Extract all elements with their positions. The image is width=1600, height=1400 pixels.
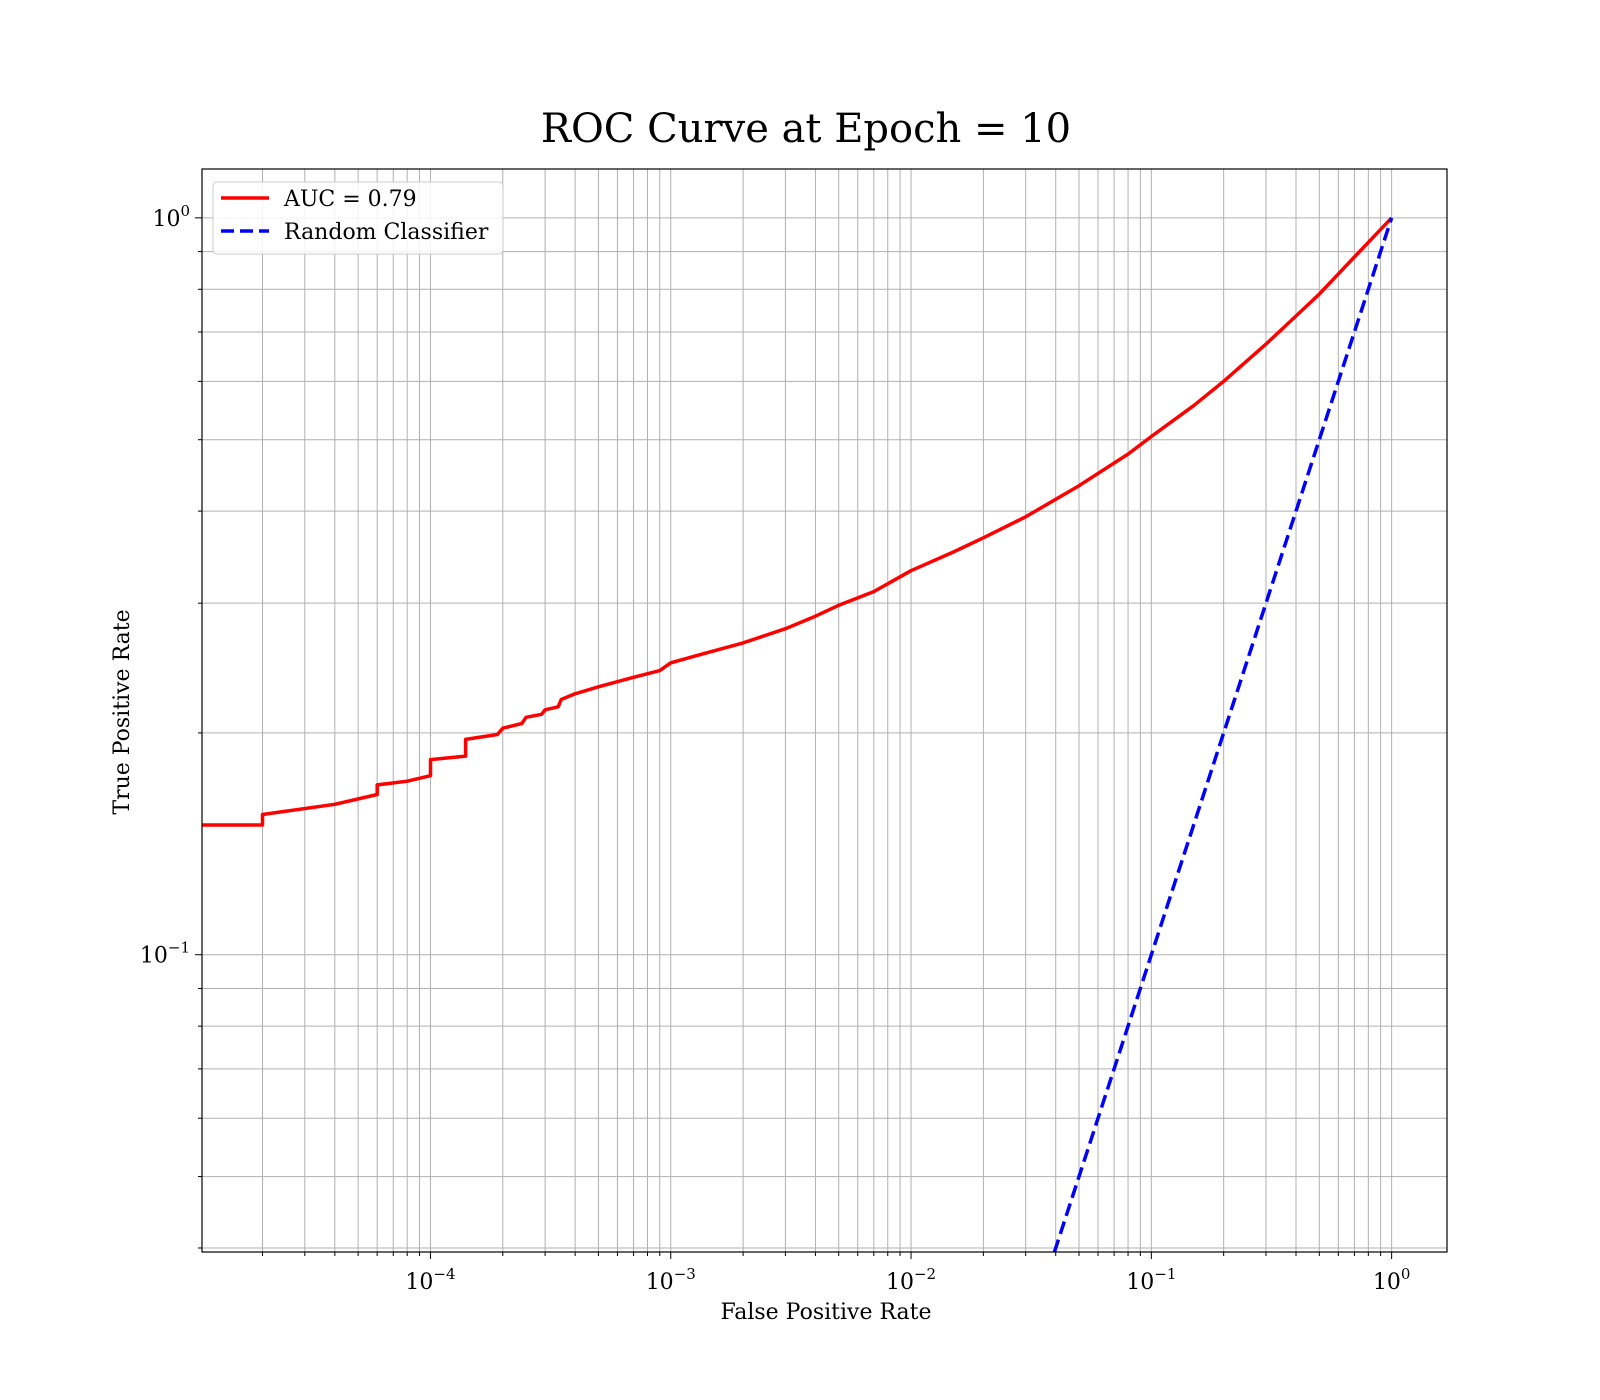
- x-tick-label: 10−1: [1126, 1265, 1176, 1295]
- legend-label-random-classifier: Random Classifier: [284, 220, 489, 245]
- legend-box: [212, 181, 504, 255]
- y-tick-label: 100: [152, 202, 190, 232]
- random-classifier-line: [1052, 217, 1394, 1253]
- series-layer: [202, 216, 1394, 1253]
- x-tick-label: 100: [1373, 1265, 1411, 1295]
- legend: AUC = 0.79 Random Classifier: [212, 181, 504, 255]
- chart-title: ROC Curve at Epoch = 10: [541, 106, 1071, 152]
- grid-lines: [202, 169, 1447, 1252]
- x-tick-label: 10−3: [646, 1265, 696, 1295]
- plot-frame: [201, 168, 1448, 1253]
- x-tick-label: 10−2: [886, 1265, 936, 1295]
- y-tick-label: 10−1: [140, 939, 190, 969]
- legend-label-auc: AUC = 0.79: [283, 187, 417, 212]
- roc-curve-line: [202, 216, 1393, 827]
- tick-layer: 10−4 10−3 10−2 10−1 100 10−1 100: [140, 202, 1411, 1295]
- x-axis-label: False Positive Rate: [720, 1300, 931, 1325]
- y-axis-label: True Positive Rate: [110, 609, 135, 814]
- x-tick-label: 10−4: [405, 1265, 455, 1295]
